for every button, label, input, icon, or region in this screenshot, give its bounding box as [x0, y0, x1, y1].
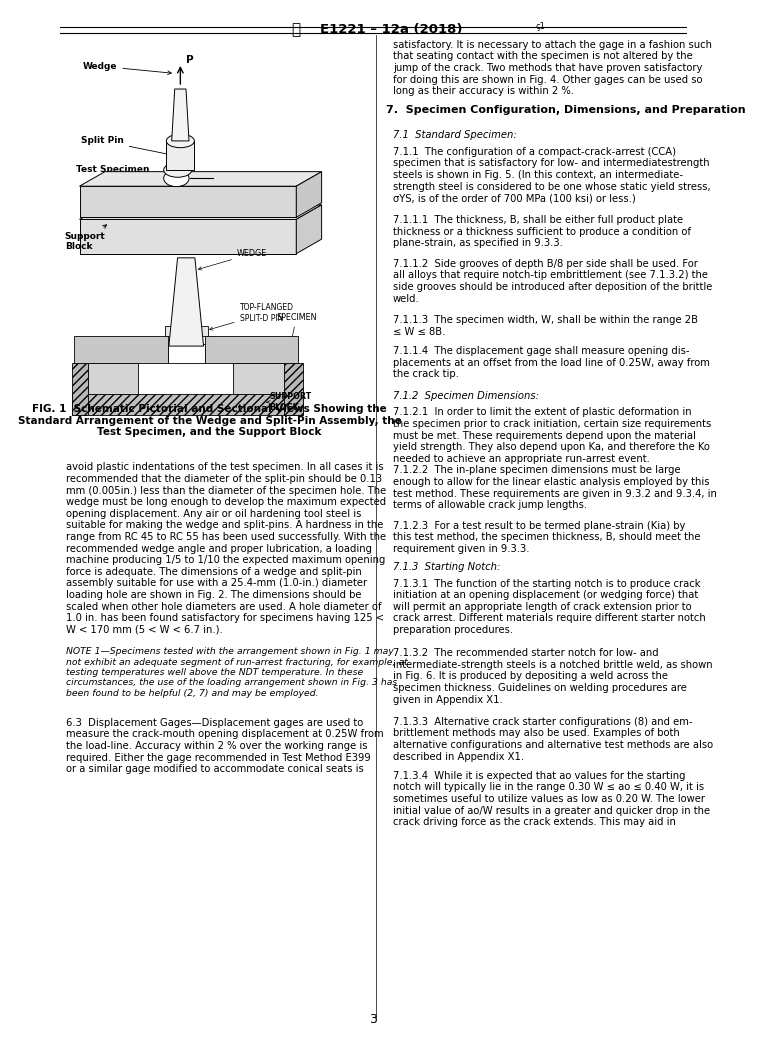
Polygon shape	[205, 335, 298, 362]
Text: 7.  Specimen Configuration, Dimensions, and Preparation: 7. Specimen Configuration, Dimensions, a…	[387, 105, 746, 116]
Polygon shape	[166, 141, 194, 170]
Text: 7.1.1  The configuration of a compact-crack-arrest (CCA)
specimen that is satisf: 7.1.1 The configuration of a compact-cra…	[393, 147, 710, 203]
Text: 7.1.2.1  In order to limit the extent of plastic deformation in
the specimen pri: 7.1.2.1 In order to limit the extent of …	[393, 407, 711, 463]
Text: NOTE 1—Specimens tested with the arrangement shown in Fig. 1 may
not exhibit an : NOTE 1—Specimens tested with the arrange…	[66, 648, 408, 697]
Polygon shape	[165, 326, 208, 335]
Text: avoid plastic indentations of the test specimen. In all cases it is
recommended : avoid plastic indentations of the test s…	[66, 462, 387, 635]
Text: 7.1.2.3  For a test result to be termed plane-strain (Kia) by
this test method, : 7.1.2.3 For a test result to be termed p…	[393, 520, 700, 554]
Polygon shape	[72, 362, 88, 414]
Polygon shape	[88, 362, 138, 393]
Text: 7.1.1.1  The thickness, B, shall be either full product plate
thickness or a thi: 7.1.1.1 The thickness, B, shall be eithe…	[393, 215, 691, 249]
Text: Test Specimen: Test Specimen	[76, 166, 149, 181]
Polygon shape	[79, 172, 321, 186]
Text: Wedge: Wedge	[83, 61, 171, 75]
Ellipse shape	[173, 197, 211, 218]
Text: 7.1.3.3  Alternative crack starter configurations (8) and em-
brittlement method: 7.1.3.3 Alternative crack starter config…	[393, 716, 713, 762]
Polygon shape	[284, 362, 303, 414]
Polygon shape	[74, 335, 167, 362]
Text: P: P	[186, 55, 193, 65]
Text: WEDGE: WEDGE	[198, 249, 267, 270]
Polygon shape	[296, 172, 321, 218]
Ellipse shape	[163, 170, 189, 186]
Polygon shape	[167, 344, 205, 362]
Text: 7.1.1.3  The specimen width, W, shall be within the range 2B
≤ W ≤ 8B.: 7.1.1.3 The specimen width, W, shall be …	[393, 315, 698, 336]
Text: 7.1.1.4  The displacement gage shall measure opening dis-
placements at an offse: 7.1.1.4 The displacement gage shall meas…	[393, 346, 710, 379]
Text: 7.1.3.2  The recommended starter notch for low- and
intermediate-strength steels: 7.1.3.2 The recommended starter notch fo…	[393, 649, 713, 705]
Ellipse shape	[163, 162, 191, 177]
Text: 6.3  Displacement Gages—Displacement gages are used to
measure the crack-mouth o: 6.3 Displacement Gages—Displacement gage…	[66, 717, 384, 775]
Text: 7.1.3.4  While it is expected that ao values for the starting
notch will typical: 7.1.3.4 While it is expected that ao val…	[393, 770, 710, 828]
Polygon shape	[79, 186, 296, 218]
Text: SPECIMEN: SPECIMEN	[276, 312, 317, 342]
Text: 7.1.3  Starting Notch:: 7.1.3 Starting Notch:	[393, 562, 500, 572]
Text: 3: 3	[369, 1013, 377, 1026]
Text: ç1: ç1	[535, 22, 545, 31]
Ellipse shape	[166, 134, 194, 148]
Text: 7.1.2.2  The in-plane specimen dimensions must be large
enough to allow for the : 7.1.2.2 The in-plane specimen dimensions…	[393, 465, 717, 510]
Polygon shape	[79, 205, 321, 220]
Text: satisfactory. It is necessary to attach the gage in a fashion such
that seating : satisfactory. It is necessary to attach …	[393, 40, 712, 96]
Text: 7.1.2  Specimen Dimensions:: 7.1.2 Specimen Dimensions:	[393, 390, 539, 401]
Polygon shape	[172, 90, 189, 141]
Polygon shape	[72, 393, 303, 414]
Polygon shape	[296, 205, 321, 254]
Polygon shape	[233, 362, 284, 393]
Text: E1221 – 12a (2018): E1221 – 12a (2018)	[320, 24, 462, 36]
Polygon shape	[169, 258, 204, 346]
Text: 7.1.3.1  The function of the starting notch is to produce crack
initiation at an: 7.1.3.1 The function of the starting not…	[393, 579, 706, 635]
Text: Support
Block: Support Block	[65, 225, 107, 251]
Text: TOP-FLANGED
SPLIT-D PIN: TOP-FLANGED SPLIT-D PIN	[209, 303, 293, 330]
Text: FIG. 1  Schematic Pictorial and Sectional Views Showing the
Standard Arrangement: FIG. 1 Schematic Pictorial and Sectional…	[18, 404, 401, 437]
Text: SUPPORT
BLOCK: SUPPORT BLOCK	[267, 392, 312, 412]
Text: Ⓐ: Ⓐ	[292, 23, 301, 37]
Text: 7.1  Standard Specimen:: 7.1 Standard Specimen:	[393, 130, 517, 141]
Text: 7.1.1.2  Side grooves of depth B/8 per side shall be used. For
all alloys that r: 7.1.1.2 Side grooves of depth B/8 per si…	[393, 259, 713, 304]
Polygon shape	[79, 220, 296, 254]
Text: Split Pin: Split Pin	[81, 136, 170, 156]
